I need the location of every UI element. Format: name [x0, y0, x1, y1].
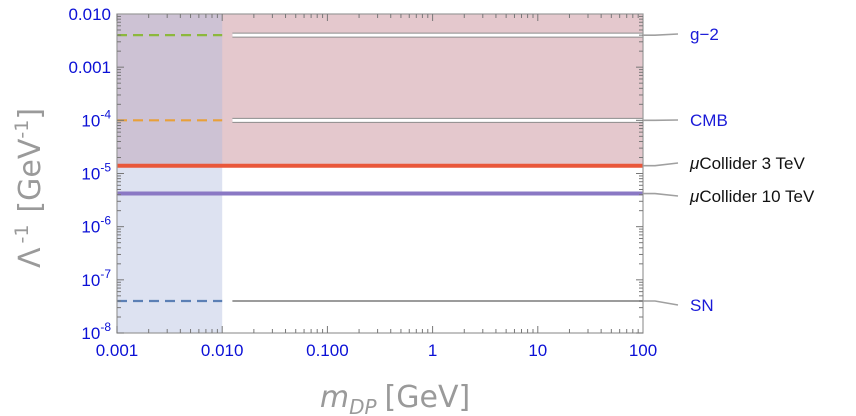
axis-ticks [116, 14, 643, 334]
x-tick-label: 10 [528, 341, 547, 360]
x-tick-label: 0.100 [306, 341, 349, 360]
line-annotations: g−2 CMB μCollider 3 TeV μCollider 10 TeV SN [643, 25, 815, 315]
x-tick-label: 0.010 [201, 341, 244, 360]
shaded-regions [117, 14, 643, 333]
g-2-label: g−2 [690, 25, 719, 44]
x-tick-label: 100 [629, 341, 657, 360]
cmb-label: CMB [690, 111, 728, 130]
y-tick-label: 10-6 [81, 214, 111, 237]
x-tick-label: 0.001 [96, 341, 139, 360]
g-2-callout-line [643, 33, 679, 36]
upper-excluded-region [117, 14, 643, 166]
y-tick-label: 0.001 [68, 58, 111, 77]
bound-lines [117, 32, 643, 303]
y-tick-label: 10-5 [81, 161, 111, 184]
tick-labels: 0.001 0.010 0.100 1 10 100 0.010 0.001 10-4 10-5 1… [68, 5, 657, 360]
mu-collider-10-tev-callout-line [643, 192, 679, 197]
y-axis-title: Λ-1[GeV-1] [11, 108, 48, 268]
y-tick-label: 10-8 [81, 320, 111, 343]
x-axis-title: mDP [GeV] [320, 380, 470, 416]
x-tick-label: 1 [428, 341, 437, 360]
y-tick-label: 10-4 [81, 107, 111, 130]
low-mass-excluded-region [117, 14, 223, 333]
sn-callout-line [643, 300, 679, 306]
mu-collider-3-tev-callout-line [643, 162, 679, 167]
mu-collider-10-tev-label: μCollider 10 TeV [689, 187, 815, 206]
mu-collider-3-tev-label: μCollider 3 TeV [689, 154, 806, 173]
y-tick-label: 10-7 [81, 267, 111, 290]
sn-label: SN [690, 296, 714, 315]
y-tick-label: 0.010 [68, 5, 111, 24]
